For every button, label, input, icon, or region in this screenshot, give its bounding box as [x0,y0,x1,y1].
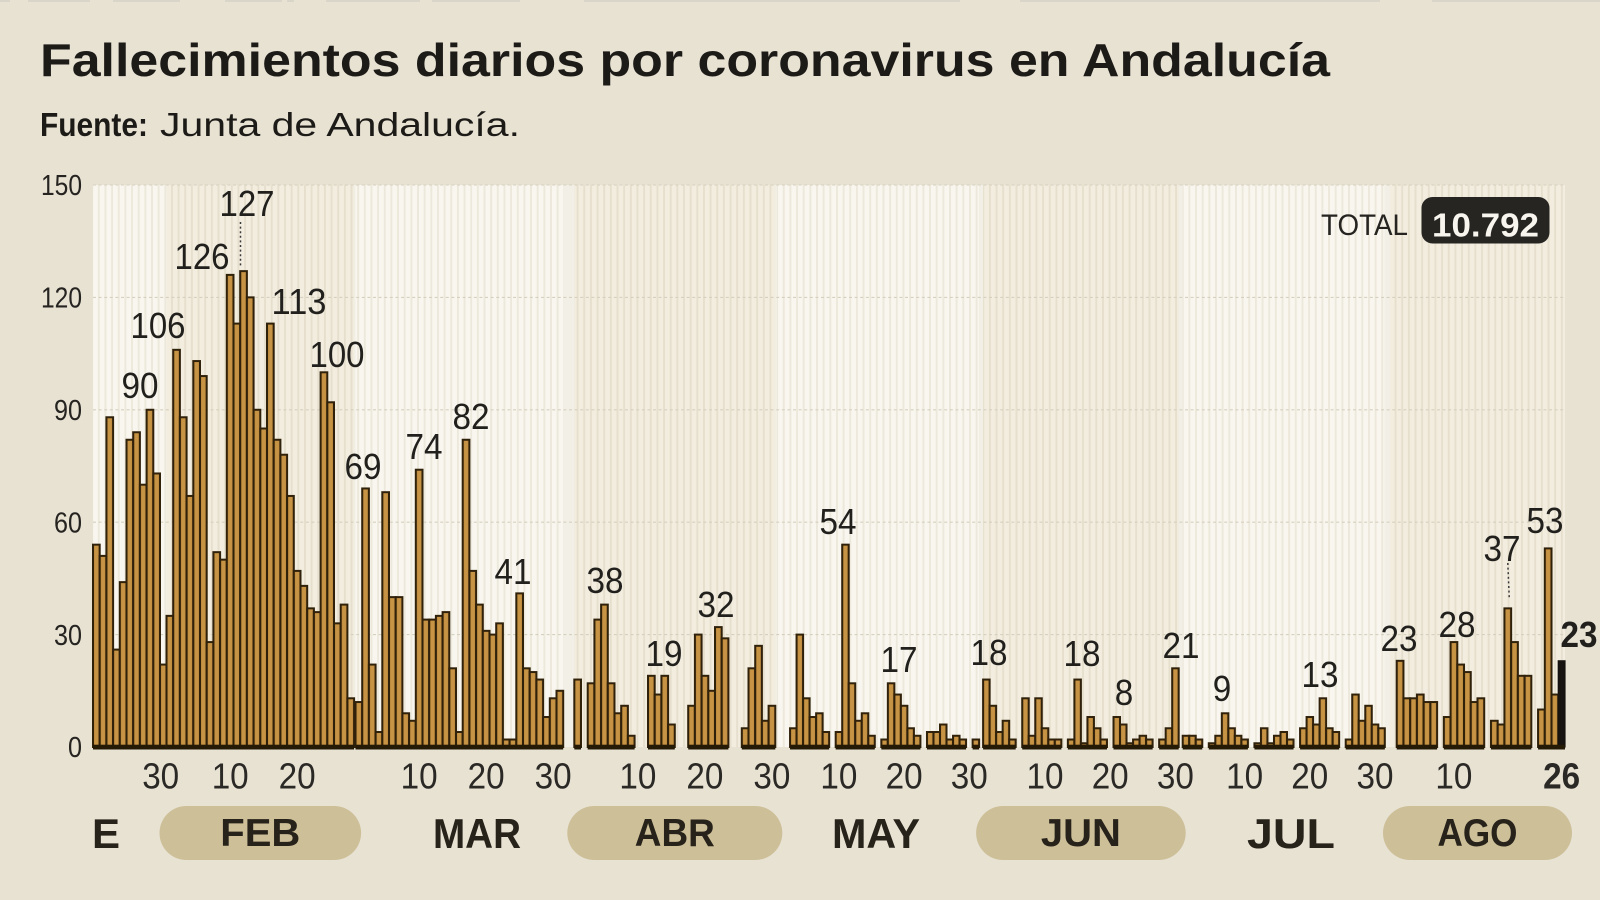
svg-text:20: 20 [279,756,316,797]
svg-text:MAY: MAY [832,810,920,857]
svg-text:20: 20 [1092,756,1129,797]
svg-text:37: 37 [1484,528,1521,569]
svg-text:20: 20 [468,756,505,797]
svg-text:54: 54 [820,501,857,542]
svg-text:30: 30 [951,756,988,797]
svg-text:ABR: ABR [635,812,715,855]
svg-text:30: 30 [1157,756,1194,797]
svg-text:28: 28 [1439,604,1476,645]
svg-text:10: 10 [820,756,857,797]
svg-text:41: 41 [495,551,532,592]
svg-text:19: 19 [646,633,683,674]
svg-text:0: 0 [68,732,82,764]
svg-text:30: 30 [142,756,179,797]
svg-text:10: 10 [1027,756,1064,797]
svg-text:20: 20 [1291,756,1328,797]
svg-text:18: 18 [971,632,1008,673]
svg-text:8: 8 [1115,672,1134,713]
svg-text:E: E [92,810,120,857]
svg-text:13: 13 [1302,654,1339,695]
svg-text:106: 106 [131,305,186,346]
svg-text:126: 126 [175,236,230,277]
svg-text:30: 30 [753,756,790,797]
svg-text:10: 10 [212,756,249,797]
svg-text:53: 53 [1527,500,1564,541]
svg-text:10: 10 [1226,756,1263,797]
svg-text:10: 10 [1435,756,1472,797]
svg-text:18: 18 [1064,633,1101,674]
svg-text:Junta de Andalucía.: Junta de Andalucía. [160,106,520,143]
svg-text:120: 120 [41,283,82,315]
svg-text:JUL: JUL [1247,810,1335,857]
svg-text:113: 113 [272,281,327,322]
svg-text:FEB: FEB [220,812,300,855]
svg-text:38: 38 [587,560,624,601]
svg-text:127: 127 [220,183,275,224]
svg-text:60: 60 [54,507,82,539]
svg-text:23: 23 [1381,618,1418,659]
svg-text:JUN: JUN [1041,812,1121,855]
svg-text:Fuente:: Fuente: [40,106,148,143]
svg-text:17: 17 [881,639,918,680]
svg-text:90: 90 [122,365,159,406]
svg-text:30: 30 [535,756,572,797]
svg-text:150: 150 [41,170,82,202]
svg-text:21: 21 [1163,625,1200,666]
svg-text:9: 9 [1213,668,1232,709]
svg-text:10: 10 [401,756,438,797]
svg-text:30: 30 [54,620,82,652]
svg-text:AGO: AGO [1438,812,1518,855]
svg-text:10: 10 [619,756,656,797]
svg-text:30: 30 [1357,756,1394,797]
svg-text:90: 90 [54,395,82,427]
svg-text:74: 74 [406,426,443,467]
svg-text:69: 69 [345,446,382,487]
svg-text:20: 20 [686,756,723,797]
svg-text:32: 32 [698,584,735,625]
svg-text:MAR: MAR [433,810,521,857]
svg-text:20: 20 [886,756,923,797]
svg-text:23: 23 [1561,614,1598,655]
svg-text:100: 100 [310,334,365,375]
svg-text:26: 26 [1543,756,1580,797]
svg-text:10.792: 10.792 [1432,207,1539,244]
svg-text:TOTAL: TOTAL [1321,209,1408,242]
svg-text:82: 82 [453,396,490,437]
svg-text:Fallecimientos diarios por cor: Fallecimientos diarios por coronavirus e… [40,34,1330,86]
